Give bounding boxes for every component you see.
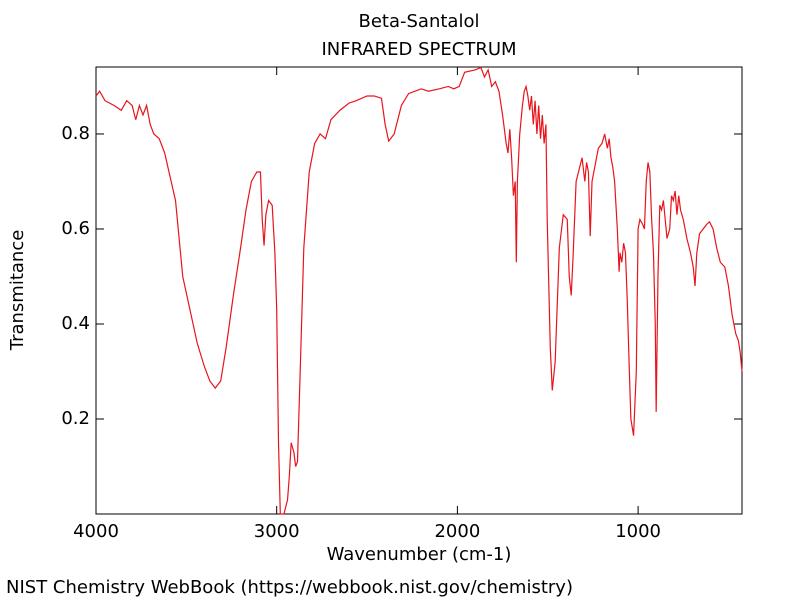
- y-tick-label: 0.6: [61, 218, 90, 239]
- x-axis-label: Wavenumber (cm-1): [327, 544, 512, 565]
- source-note: NIST Chemistry WebBook (https://webbook.…: [6, 577, 573, 598]
- y-tick-label: 0.4: [61, 313, 90, 334]
- x-tick-label: 3000: [254, 521, 300, 542]
- plot-frame: [95, 66, 743, 515]
- y-axis-label: Transmitance: [7, 230, 28, 352]
- x-tick-label: 2000: [434, 521, 480, 542]
- x-tick-label: 4000: [73, 521, 119, 542]
- spectrum-line: [95, 66, 743, 515]
- chart-subtitle: INFRARED SPECTRUM: [321, 39, 516, 60]
- y-tick-label: 0.2: [61, 408, 90, 429]
- y-tick-label: 0.8: [61, 123, 90, 144]
- x-tick-label: 1000: [615, 521, 661, 542]
- chart-title: Beta-Santalol: [359, 11, 480, 32]
